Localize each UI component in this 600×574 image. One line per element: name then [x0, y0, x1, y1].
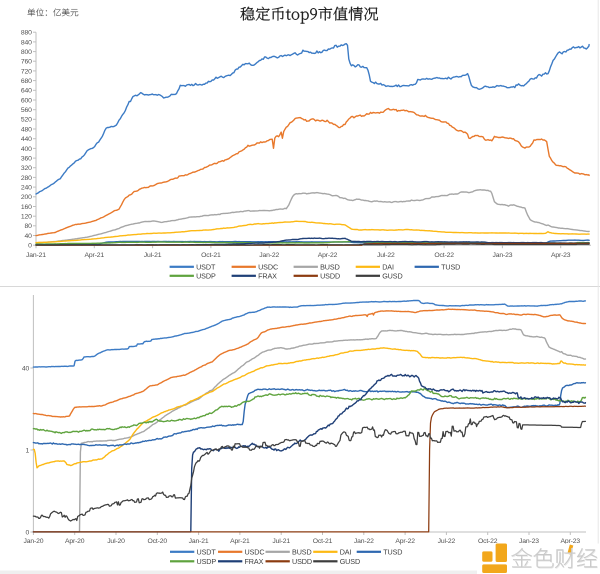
svg-text:240: 240: [21, 185, 32, 192]
svg-text:320: 320: [21, 165, 32, 172]
svg-text:DAI: DAI: [340, 548, 352, 557]
svg-text:480: 480: [21, 126, 32, 133]
svg-text:0: 0: [28, 243, 32, 250]
svg-text:Oct-22: Oct-22: [478, 538, 498, 545]
svg-text:680: 680: [21, 78, 32, 85]
svg-text:Apr-21: Apr-21: [230, 538, 250, 545]
svg-text:Jan-23: Jan-23: [519, 538, 539, 545]
svg-text:FRAX: FRAX: [258, 272, 277, 281]
svg-text:80: 80: [25, 223, 33, 230]
svg-text:880: 880: [21, 30, 32, 37]
svg-text:Jul-21: Jul-21: [144, 252, 162, 259]
svg-text:280: 280: [21, 175, 32, 182]
svg-text:Apr-21: Apr-21: [85, 252, 105, 259]
svg-text:USDC: USDC: [258, 263, 278, 272]
svg-text:120: 120: [21, 214, 32, 221]
svg-text:840: 840: [21, 39, 32, 46]
svg-text:Jan-21: Jan-21: [189, 538, 209, 545]
svg-text:760: 760: [21, 59, 32, 66]
svg-text:Oct-22: Oct-22: [434, 252, 454, 259]
svg-text:Oct-21: Oct-21: [201, 252, 221, 259]
svg-text:BUSD: BUSD: [320, 263, 340, 272]
svg-text:BUSD: BUSD: [292, 548, 312, 557]
svg-text:USDT: USDT: [197, 548, 217, 557]
svg-text:Jan-21: Jan-21: [26, 252, 46, 259]
svg-text:560: 560: [21, 107, 32, 114]
svg-text:Oct-21: Oct-21: [313, 538, 333, 545]
svg-text:USDP: USDP: [197, 557, 217, 566]
svg-text:40: 40: [22, 365, 30, 372]
svg-text:520: 520: [21, 117, 32, 124]
svg-text:Jan-22: Jan-22: [354, 538, 374, 545]
svg-text:Apr-23: Apr-23: [551, 252, 571, 259]
svg-text:Jan-23: Jan-23: [492, 252, 512, 259]
svg-text:DAI: DAI: [382, 263, 394, 272]
svg-text:640: 640: [21, 88, 32, 95]
svg-text:Jan-20: Jan-20: [23, 538, 43, 545]
svg-text:200: 200: [21, 194, 32, 201]
svg-text:Jul-22: Jul-22: [377, 252, 395, 259]
svg-text:Oct-20: Oct-20: [148, 538, 168, 545]
svg-text:Jan-22: Jan-22: [259, 252, 279, 259]
svg-text:Apr-20: Apr-20: [65, 538, 85, 545]
svg-text:160: 160: [21, 204, 32, 211]
svg-text:800: 800: [21, 49, 32, 56]
svg-text:Apr-22: Apr-22: [395, 538, 415, 545]
svg-text:USDP: USDP: [196, 272, 216, 281]
svg-text:GUSD: GUSD: [340, 557, 360, 566]
svg-text:Jul-22: Jul-22: [438, 538, 456, 545]
svg-text:USDD: USDD: [320, 272, 340, 281]
svg-text:TUSD: TUSD: [383, 548, 402, 557]
svg-text:1: 1: [26, 447, 30, 454]
svg-text:GUSD: GUSD: [382, 272, 402, 281]
svg-text:0: 0: [26, 529, 30, 536]
svg-text:USDD: USDD: [292, 557, 312, 566]
svg-text:600: 600: [21, 97, 32, 104]
svg-text:Apr-23: Apr-23: [561, 538, 581, 545]
svg-text:440: 440: [21, 136, 32, 143]
svg-text:Jul-20: Jul-20: [107, 538, 125, 545]
svg-text:360: 360: [21, 156, 32, 163]
svg-text:Jul-21: Jul-21: [272, 538, 290, 545]
svg-text:400: 400: [21, 146, 32, 153]
svg-text:FRAX: FRAX: [245, 557, 264, 566]
svg-text:USDT: USDT: [196, 263, 216, 272]
svg-text:720: 720: [21, 68, 32, 75]
svg-text:USDC: USDC: [245, 548, 265, 557]
svg-text:TUSD: TUSD: [441, 263, 460, 272]
svg-text:40: 40: [25, 233, 33, 240]
svg-text:Apr-22: Apr-22: [318, 252, 338, 259]
